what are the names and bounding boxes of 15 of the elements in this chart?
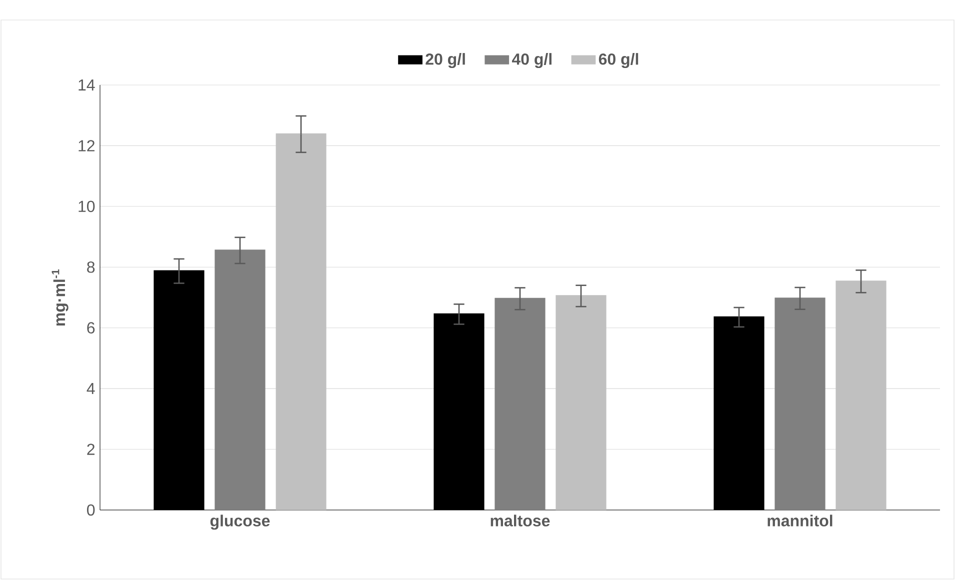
legend-label: 40 g/l: [512, 53, 552, 68]
y-axis-title: mg·ml$^{-1}$: [52, 269, 68, 326]
y-tick-label: 6: [87, 322, 95, 334]
y-tick-label: 12: [78, 140, 94, 152]
y-tick-label: 8: [87, 261, 95, 273]
y-tick-label: 4: [86, 383, 95, 394]
legend-label: 20 g/l: [426, 53, 465, 68]
y-tick-label: 2: [87, 444, 94, 455]
y-tick-label: 0: [87, 504, 95, 516]
y-tick-label: 10: [78, 200, 95, 212]
x-tick-label: maltose: [490, 514, 550, 526]
x-tick-label: mannitol: [768, 514, 832, 526]
legend-label: 60 g/l: [598, 53, 638, 68]
x-tick-label: glucose: [210, 514, 270, 530]
y-tick-label: 14: [78, 79, 95, 90]
